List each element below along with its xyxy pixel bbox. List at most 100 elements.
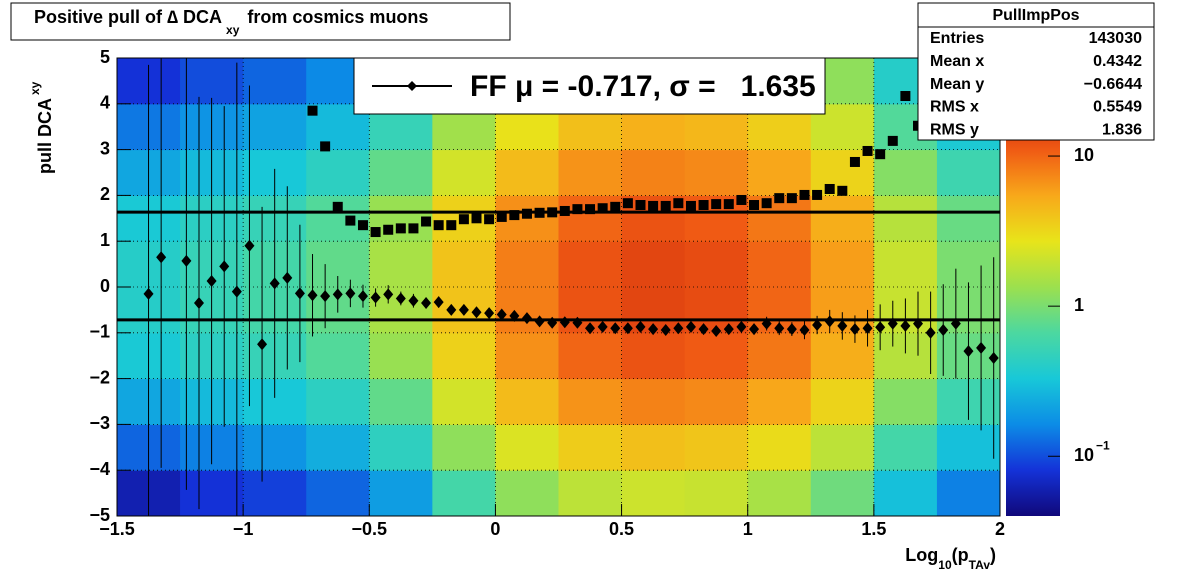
square-marker	[774, 193, 785, 204]
square-marker	[849, 156, 860, 167]
heat-cell	[558, 378, 623, 425]
diamond-marker	[559, 316, 570, 329]
heat-cell	[243, 424, 307, 471]
y-tick-label: 2	[100, 184, 110, 204]
diamond-marker	[862, 322, 873, 335]
heat-cell	[684, 332, 749, 380]
y-tick-label: −1	[89, 322, 110, 342]
heat-cell	[873, 424, 938, 471]
heat-cell	[432, 470, 496, 516]
heat-cell	[558, 149, 623, 196]
square-marker	[711, 199, 722, 210]
heat-cell	[621, 470, 686, 516]
square-marker	[421, 216, 432, 227]
diamond-marker	[585, 322, 596, 335]
heat-cell	[810, 241, 875, 288]
heat-cell	[621, 378, 686, 425]
z-tick-label: 1	[1074, 295, 1084, 315]
stats-rows: Entries 143030 Mean x 0.4342 Mean y −0.6644 RM…	[930, 30, 1142, 138]
diamond-marker	[786, 323, 797, 336]
x-tick-label: −1	[233, 519, 254, 539]
heat-cell	[810, 332, 875, 380]
heat-cell	[180, 58, 244, 105]
diamond-marker	[433, 296, 444, 309]
diamond-marker	[484, 307, 495, 320]
square-marker	[736, 194, 747, 205]
heat-cell	[558, 332, 623, 380]
z-tick-label: 10	[1074, 145, 1094, 165]
diamond-marker	[824, 315, 835, 328]
diamond-marker	[357, 290, 368, 303]
stats-title: PullImpPos	[992, 7, 1079, 24]
diamond-marker	[925, 326, 936, 339]
heat-cell	[621, 149, 686, 196]
heat-cell	[306, 332, 370, 380]
heat-cell	[873, 241, 938, 288]
diamond-marker	[963, 345, 974, 358]
square-marker	[786, 193, 797, 204]
square-marker	[521, 208, 532, 219]
diamond-marker	[698, 323, 709, 336]
diamond-marker	[610, 322, 621, 335]
diamond-marker	[648, 323, 659, 336]
heat-cell	[747, 241, 812, 288]
square-marker	[446, 220, 457, 231]
square-marker	[635, 200, 646, 211]
diamond-marker	[887, 317, 898, 330]
chart-title: Positive pull of ∆ DCA xy from cosmics muo…	[34, 7, 428, 37]
square-marker	[887, 135, 898, 146]
square-marker	[547, 207, 558, 218]
diamond-marker	[496, 308, 507, 321]
heat-cell	[684, 424, 749, 471]
diamond-marker	[988, 351, 999, 364]
diamond-marker	[458, 303, 469, 316]
diamond-marker	[749, 323, 760, 336]
x-label-mid: (p	[952, 545, 969, 565]
diamond-marker	[156, 251, 167, 264]
x-tick-label: 1	[743, 519, 753, 539]
square-marker	[395, 223, 406, 234]
square-marker	[345, 215, 356, 226]
diamond-marker	[193, 297, 204, 310]
diamond-marker	[799, 324, 810, 337]
square-marker	[648, 200, 659, 211]
diamond-marker	[685, 320, 696, 333]
square-marker	[433, 220, 444, 231]
heat-cell	[306, 149, 370, 196]
x-label-sub: 10	[938, 558, 952, 572]
diamond-marker	[143, 287, 154, 300]
heat-cell	[936, 195, 1000, 242]
square-marker	[622, 198, 633, 209]
heat-cell	[432, 332, 496, 380]
heat-cell	[810, 470, 875, 516]
square-marker	[673, 198, 684, 209]
heat-cell	[369, 241, 433, 288]
y-tick-label: 3	[100, 138, 110, 158]
square-marker	[837, 185, 848, 196]
square-marker	[383, 224, 394, 235]
square-marker	[900, 91, 911, 102]
heat-cell	[936, 470, 1000, 516]
heat-cell	[936, 424, 1000, 471]
title-sub: xy	[226, 23, 240, 37]
square-marker	[799, 189, 810, 200]
heat-cell	[747, 332, 812, 380]
diamond-marker	[509, 309, 520, 322]
diamond-marker	[673, 322, 684, 335]
title-rest: from cosmics muons	[247, 7, 428, 27]
diamond-marker	[597, 320, 608, 333]
square-marker	[320, 141, 331, 152]
heat-cell	[747, 470, 812, 516]
x-tick-label: 1.5	[861, 519, 886, 539]
stats-box	[917, 2, 1155, 141]
diamond-marker	[547, 316, 558, 329]
diamond-marker	[244, 239, 255, 252]
stats-label: RMS x	[930, 99, 979, 116]
diamond-marker	[849, 323, 860, 336]
square-marker	[458, 214, 469, 225]
x-tick-label: 2	[995, 519, 1005, 539]
heat-cell	[495, 378, 559, 425]
stats-value: 1.836	[1102, 121, 1142, 138]
